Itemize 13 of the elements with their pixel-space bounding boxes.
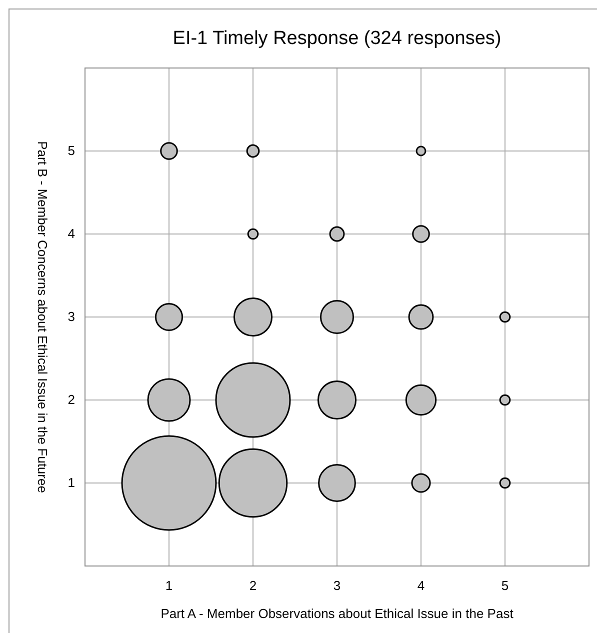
y-tick-label: 3 <box>68 309 75 324</box>
x-tick-label: 2 <box>249 578 257 593</box>
y-tick-label: 1 <box>68 475 75 490</box>
x-tick-label: 5 <box>501 578 509 593</box>
chart-title: EI-1 Timely Response (324 responses) <box>172 28 502 49</box>
y-tick-label: 4 <box>68 226 75 241</box>
x-tick-label: 3 <box>333 578 341 593</box>
x-axis-title: Part A - Member Observations about Ethical Issue in the Past <box>160 606 514 621</box>
x-tick-label: 1 <box>165 578 173 593</box>
x-tick-label: 4 <box>417 578 425 593</box>
y-axis-title: Part B - Member Concerns about Ethical Issue in the Futuree <box>35 141 50 493</box>
y-tick-label: 2 <box>68 392 75 407</box>
y-tick-label: 5 <box>68 143 75 158</box>
